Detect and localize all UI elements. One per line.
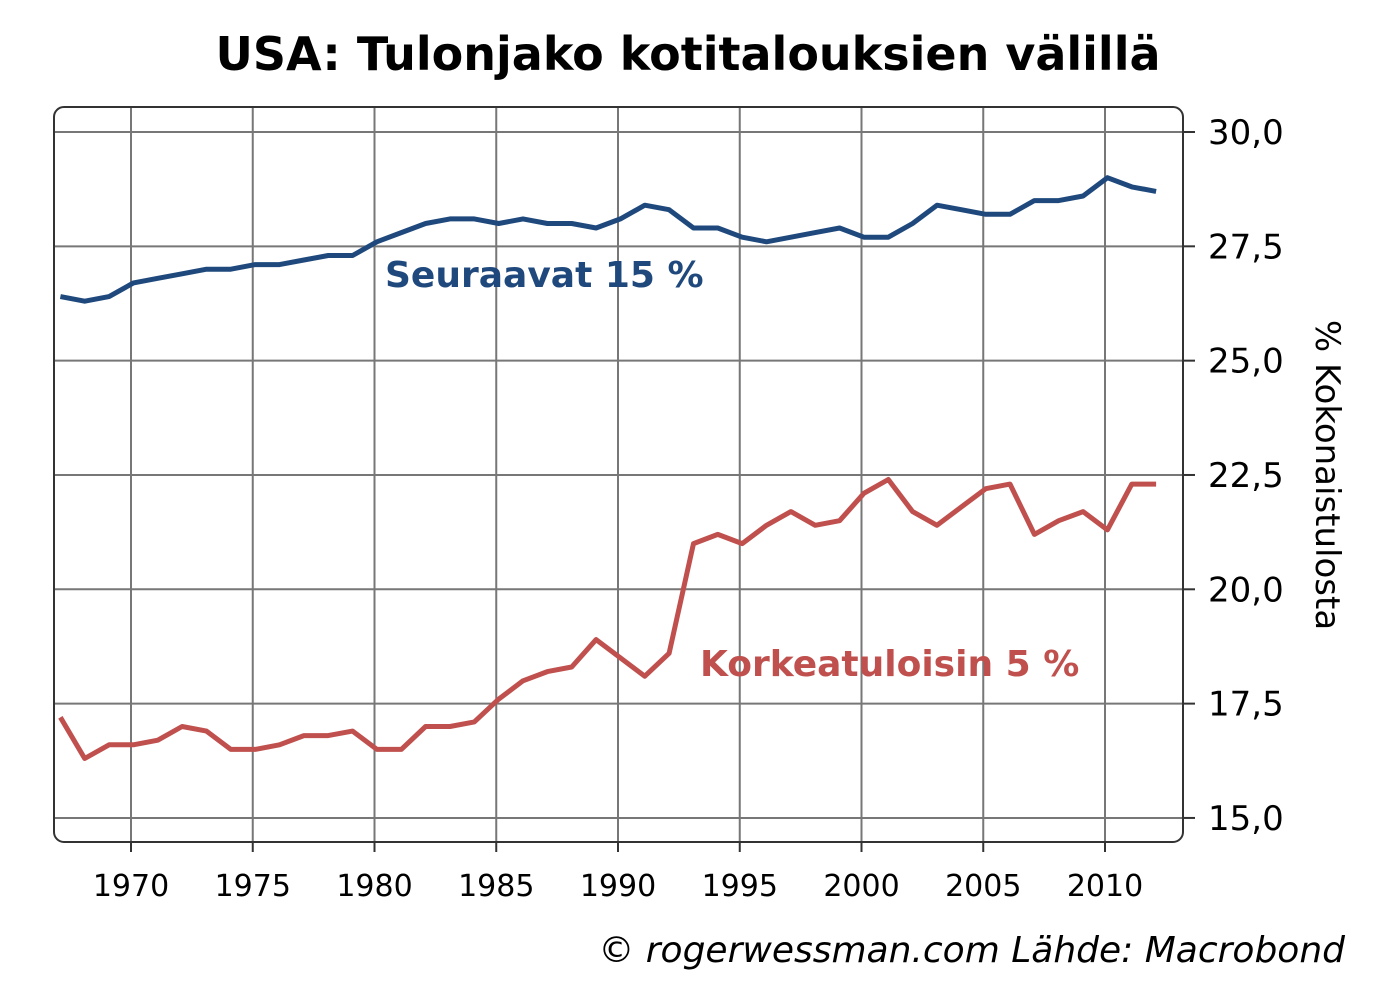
axis-ticks: 1970 1975 1980 1985 1990 1995 2000 2005 2010 15,0… (93, 113, 1284, 904)
series-label-seuraavat: Seuraavat 15 % (385, 255, 704, 296)
y-tick-label: 25,0 (1208, 342, 1284, 382)
y-tick-label: 30,0 (1208, 113, 1284, 153)
x-tick-label: 2010 (1067, 869, 1143, 904)
y-tick-label: 22,5 (1208, 456, 1284, 496)
x-tick-label: 1995 (702, 869, 778, 904)
chart-title: USA: Tulonjako kotitalouksien välillä (215, 27, 1160, 81)
series-label-korkeatuloisin: Korkeatuloisin 5 % (700, 644, 1079, 685)
x-tick-label: 1970 (93, 869, 169, 904)
x-tick-label: 1990 (580, 869, 656, 904)
series-lines (58, 175, 1157, 761)
series-line-1 (58, 477, 1157, 761)
y-tick-label: 20,0 (1208, 570, 1284, 610)
y-axis-label: % Kokonaistulosta (1307, 320, 1347, 630)
x-tick-label: 1985 (458, 869, 534, 904)
x-tick-label: 2005 (945, 869, 1021, 904)
x-tick-label: 1975 (215, 869, 291, 904)
x-tick-label: 1980 (336, 869, 412, 904)
y-tick-label: 17,5 (1208, 685, 1284, 725)
y-tick-label: 27,5 (1208, 227, 1284, 267)
grid (54, 107, 1183, 842)
series-line-0 (59, 175, 1157, 304)
y-tick-label: 15,0 (1208, 799, 1284, 839)
x-tick-label: 2000 (823, 869, 899, 904)
source-note: © rogerwessman.com Lähde: Macrobond (598, 930, 1346, 971)
